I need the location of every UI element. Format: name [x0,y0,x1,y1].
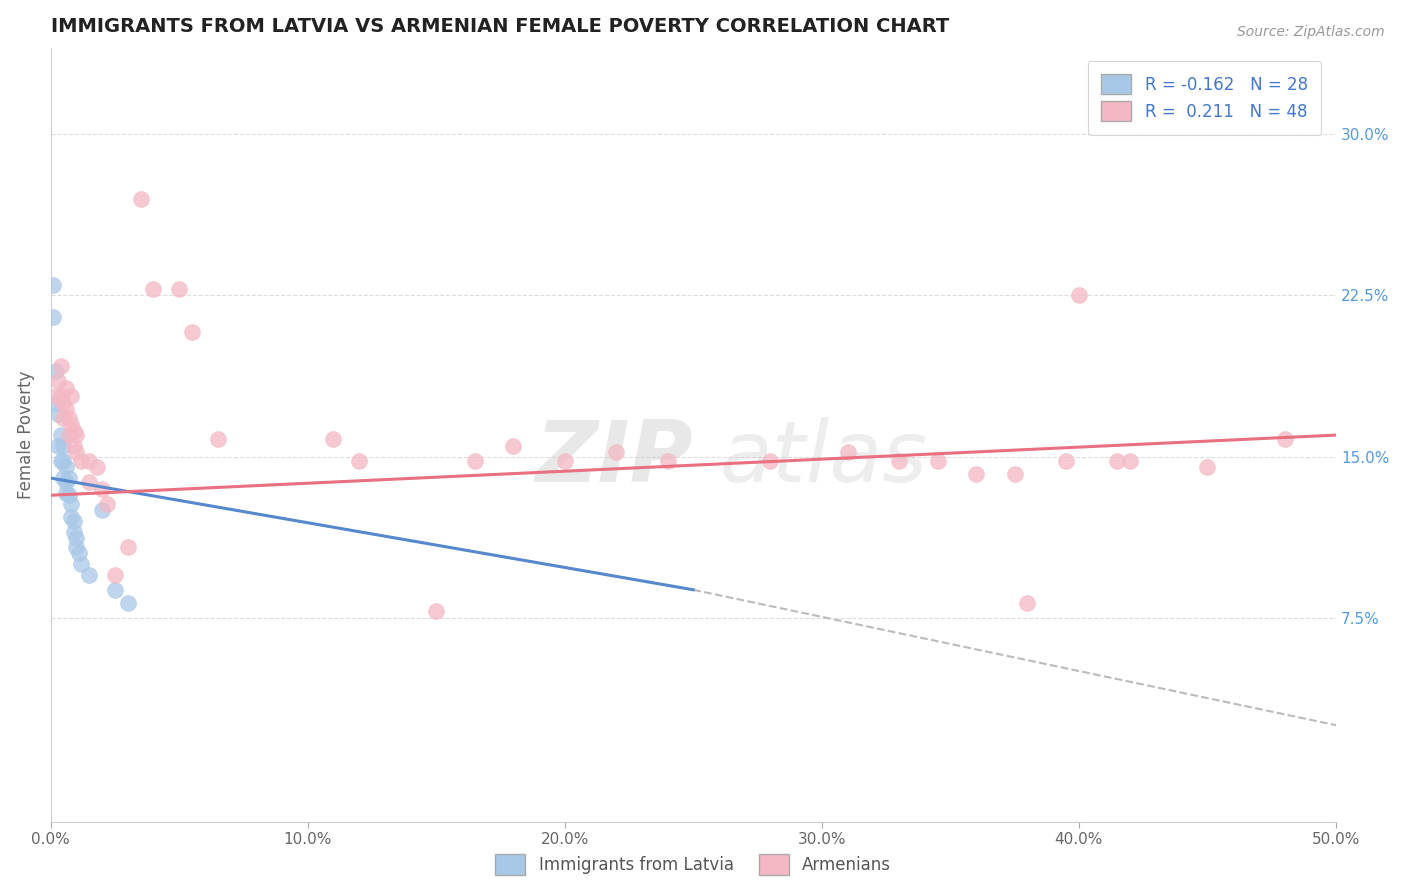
Point [60,497,83,511]
Text: Source: ZipAtlas.com: Source: ZipAtlas.com [1237,25,1385,39]
Y-axis label: Female Poverty: Female Poverty [17,371,35,500]
Point [52,396,75,410]
Point [657,454,679,468]
Point [77,567,100,582]
Point [49,359,72,374]
Point [45,396,67,410]
Point [60,417,83,432]
Point [52,471,75,485]
Point [96,497,118,511]
Point [1054,454,1077,468]
Point [1067,288,1090,302]
Point [58,488,80,502]
Point [1119,454,1142,468]
Point [55,475,77,490]
Point [49,428,72,442]
Point [45,364,67,378]
Point [1004,467,1026,481]
Point [65,531,87,545]
Point [322,433,344,447]
Point [70,557,93,571]
Text: IMMIGRANTS FROM LATVIA VS ARMENIAN FEMALE POVERTY CORRELATION CHART: IMMIGRANTS FROM LATVIA VS ARMENIAN FEMAL… [51,17,949,36]
Point [48,439,70,453]
Point [207,433,229,447]
Point [70,454,93,468]
Point [759,454,782,468]
Point [1107,454,1129,468]
Point [60,389,83,403]
Point [965,467,987,481]
Point [62,524,84,539]
Point [86,460,108,475]
Point [1274,433,1296,447]
Point [55,486,77,500]
Point [104,567,127,582]
Point [91,503,114,517]
Point [837,445,859,459]
Point [52,439,75,453]
Point [77,454,100,468]
Point [67,546,90,560]
Point [62,439,84,453]
Point [48,375,70,389]
Point [55,402,77,417]
Point [55,381,77,395]
Point [48,407,70,421]
Point [554,454,576,468]
Point [65,540,87,554]
Point [77,475,100,490]
Point [887,454,910,468]
Point [49,454,72,468]
Point [55,460,77,475]
Point [104,582,127,597]
Point [45,389,67,403]
Point [58,428,80,442]
Point [49,389,72,403]
Point [605,445,627,459]
Point [117,596,139,610]
Point [927,454,949,468]
Text: atlas: atlas [718,417,927,500]
Point [65,428,87,442]
Point [62,424,84,438]
Point [347,454,370,468]
Text: ZIP: ZIP [536,417,693,500]
Point [502,439,524,453]
Point [42,277,65,292]
Point [464,454,486,468]
Point [58,411,80,425]
Point [60,509,83,524]
Point [52,411,75,425]
Point [181,325,204,339]
Point [62,514,84,528]
Point [129,192,152,206]
Point [52,454,75,468]
Point [65,445,87,459]
Point [117,540,139,554]
Point [42,310,65,324]
Point [1197,460,1219,475]
Point [91,482,114,496]
Legend: Immigrants from Latvia, Armenians: Immigrants from Latvia, Armenians [486,847,900,883]
Point [1017,596,1039,610]
Point [425,604,447,618]
Point [142,282,165,296]
Point [58,471,80,485]
Point [167,282,190,296]
